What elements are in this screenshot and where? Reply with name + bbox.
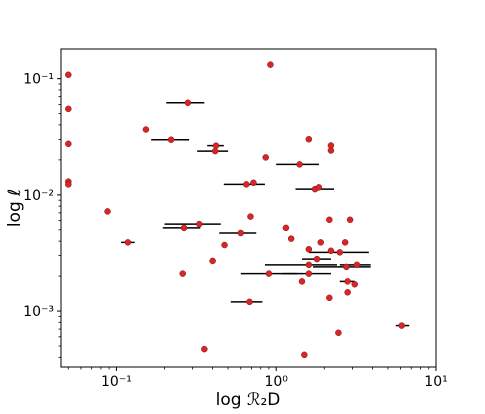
data-point xyxy=(104,208,111,215)
errorbar-layer xyxy=(121,102,410,327)
data-point xyxy=(247,213,254,220)
data-point xyxy=(346,216,354,224)
data-point xyxy=(351,281,358,288)
data-point xyxy=(246,298,253,306)
data-point xyxy=(305,136,313,143)
data-point xyxy=(398,322,405,329)
data-point xyxy=(305,246,313,253)
data-point xyxy=(296,161,303,168)
data-point xyxy=(265,270,273,277)
data-point xyxy=(250,179,257,187)
y-axis-ticks: 10⁻³ 10⁻² 10⁻¹ xyxy=(23,72,61,358)
plot-frame xyxy=(60,48,437,368)
data-point xyxy=(287,235,295,242)
x-tick-label: 10⁰ xyxy=(264,374,288,390)
data-point xyxy=(267,61,274,68)
x-tick-label: 10⁻¹ xyxy=(101,374,132,390)
data-point xyxy=(65,71,72,79)
y-tick-label: 10⁻² xyxy=(23,188,54,204)
marker-layer xyxy=(65,61,405,359)
data-point xyxy=(201,345,208,353)
data-point xyxy=(313,255,321,263)
data-point xyxy=(65,105,72,113)
data-point xyxy=(305,270,313,277)
data-point xyxy=(167,136,175,144)
data-point xyxy=(196,220,203,228)
data-point xyxy=(343,263,350,271)
data-point xyxy=(317,239,324,246)
data-point xyxy=(209,257,216,265)
data-point xyxy=(221,241,228,249)
data-point xyxy=(180,224,188,232)
data-point xyxy=(237,229,245,237)
data-point xyxy=(327,247,335,255)
data-point xyxy=(336,249,344,256)
data-point xyxy=(211,147,219,155)
data-point xyxy=(341,239,349,246)
data-point xyxy=(243,181,250,188)
x-tick-label: 10¹ xyxy=(424,374,447,390)
data-point xyxy=(335,329,342,337)
data-point xyxy=(315,184,323,191)
data-point xyxy=(327,147,335,154)
x-axis-ticks: 10⁻¹ 10⁰ 10¹ xyxy=(67,367,448,390)
data-point xyxy=(301,351,308,359)
data-point xyxy=(212,142,220,149)
y-axis-label: log ℓ xyxy=(5,189,25,227)
data-point xyxy=(184,99,192,107)
data-point xyxy=(353,261,361,269)
data-point xyxy=(305,261,313,269)
data-point xyxy=(298,278,306,285)
data-point xyxy=(326,216,333,224)
y-tick-label: 10⁻¹ xyxy=(23,72,54,88)
y-tick-label: 10⁻³ xyxy=(23,304,54,320)
data-point xyxy=(179,270,186,277)
data-point xyxy=(344,278,351,285)
data-point xyxy=(344,289,351,296)
data-point xyxy=(326,294,333,302)
data-point xyxy=(65,181,72,188)
data-point xyxy=(262,154,269,161)
data-point xyxy=(282,224,290,232)
x-axis-label: log ℛ₂D xyxy=(216,390,281,410)
data-point xyxy=(65,140,72,148)
data-point xyxy=(142,126,150,133)
data-point xyxy=(124,239,132,246)
